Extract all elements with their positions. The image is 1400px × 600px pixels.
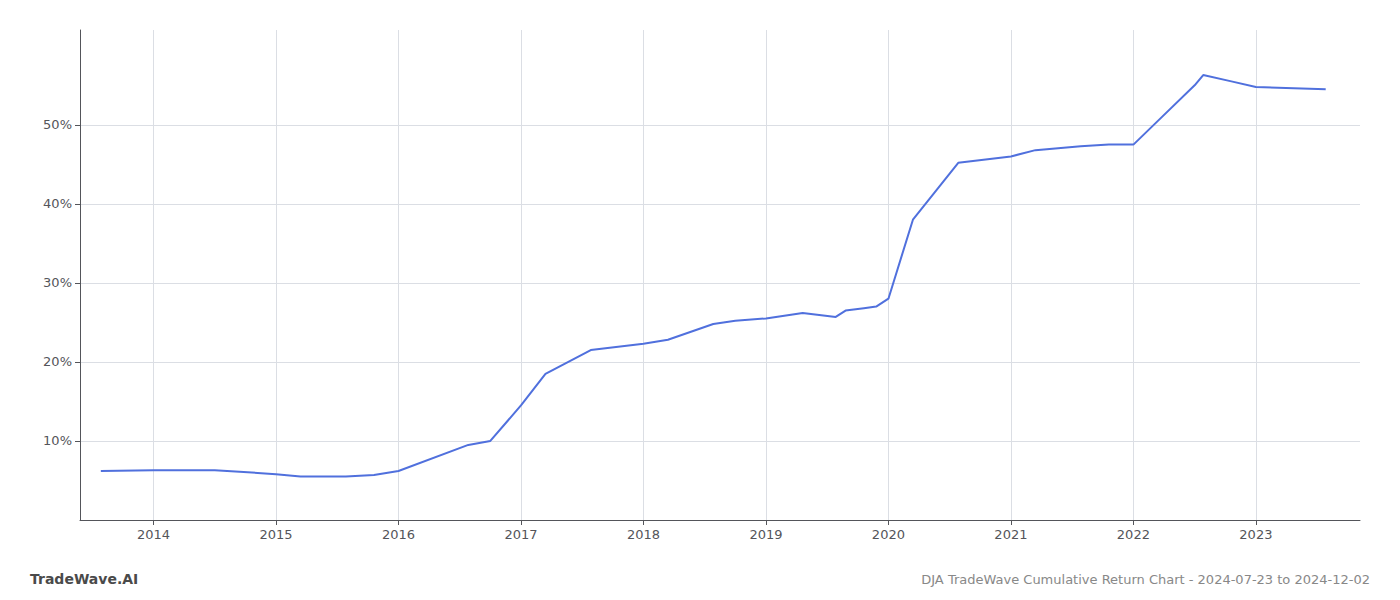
svg-text:2014: 2014 bbox=[137, 527, 170, 542]
svg-text:2016: 2016 bbox=[382, 527, 415, 542]
svg-text:2017: 2017 bbox=[504, 527, 537, 542]
svg-text:2022: 2022 bbox=[1117, 527, 1150, 542]
svg-text:50%: 50% bbox=[43, 117, 72, 132]
svg-text:20%: 20% bbox=[43, 354, 72, 369]
svg-text:2018: 2018 bbox=[627, 527, 660, 542]
svg-text:30%: 30% bbox=[43, 275, 72, 290]
svg-text:2019: 2019 bbox=[749, 527, 782, 542]
svg-text:2020: 2020 bbox=[872, 527, 905, 542]
svg-text:2021: 2021 bbox=[994, 527, 1027, 542]
svg-text:2015: 2015 bbox=[259, 527, 292, 542]
svg-text:DJA TradeWave Cumulative Retur: DJA TradeWave Cumulative Return Chart - … bbox=[921, 572, 1370, 587]
svg-text:2023: 2023 bbox=[1239, 527, 1272, 542]
svg-text:40%: 40% bbox=[43, 196, 72, 211]
svg-text:10%: 10% bbox=[43, 433, 72, 448]
svg-text:TradeWave.AI: TradeWave.AI bbox=[30, 571, 138, 587]
